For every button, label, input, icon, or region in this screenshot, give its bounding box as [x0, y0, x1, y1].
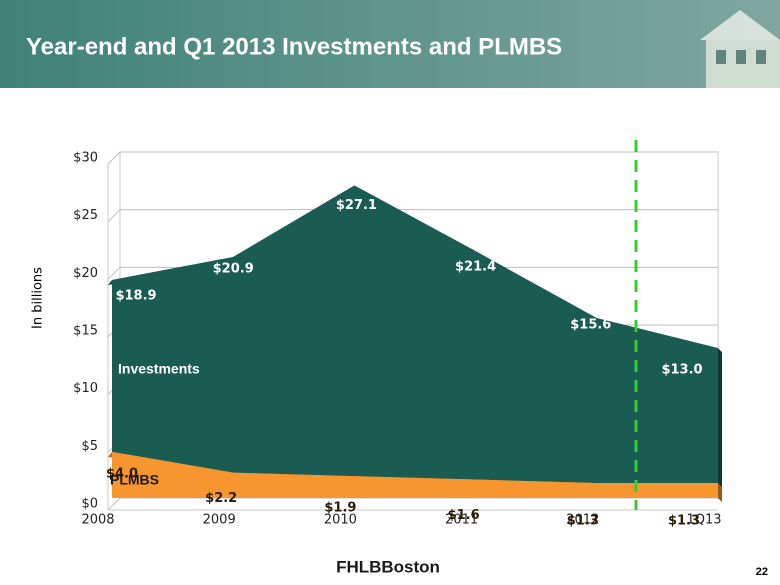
x-tick-label: 2010 — [324, 513, 357, 528]
footer-logo: FHLBBoston — [336, 557, 440, 576]
header-band — [0, 0, 780, 88]
y-tick-label: $0 — [81, 497, 98, 512]
x-tick-label: 2011 — [445, 513, 478, 528]
house-icon — [700, 10, 780, 88]
x-tick-label: 1Q13 — [686, 513, 721, 528]
value-label: $2.2 — [205, 491, 237, 506]
value-label: $1.3 — [668, 514, 700, 529]
value-label: $4.0 — [106, 466, 138, 481]
value-label: $1.6 — [448, 508, 480, 523]
value-label: $1.3 — [567, 514, 599, 529]
slide-title: Year-end and Q1 2013 Investments and PLM… — [26, 33, 562, 60]
value-label: $18.9 — [115, 289, 156, 304]
area — [112, 451, 718, 498]
value-label: $1.9 — [324, 501, 356, 516]
page-number: 22 — [756, 566, 768, 578]
x-tick-label: 2009 — [203, 513, 236, 528]
y-axis-label: In billions — [31, 267, 46, 329]
series-label: Investments — [118, 361, 200, 377]
y-tick-label: $15 — [73, 324, 98, 339]
y-tick-label: $10 — [73, 381, 98, 396]
y-tick-label: $25 — [73, 208, 98, 223]
grid-line — [107, 151, 121, 165]
value-label: $13.0 — [661, 363, 702, 378]
y-tick-label: $20 — [73, 266, 98, 281]
y-tick-label: $30 — [73, 151, 98, 166]
value-label: $27.1 — [336, 198, 377, 213]
y-tick-label: $5 — [81, 439, 98, 454]
area-side — [718, 348, 722, 502]
grid-line — [107, 497, 121, 511]
grid-line — [107, 209, 121, 223]
grid-line — [107, 266, 121, 280]
area-side — [718, 483, 722, 502]
x-tick-label: 2008 — [81, 513, 114, 528]
value-label: $20.9 — [213, 261, 254, 276]
area — [112, 185, 718, 499]
series-label: PLMBS — [110, 472, 159, 488]
value-label: $21.4 — [455, 260, 496, 275]
value-label: $15.6 — [570, 318, 611, 333]
x-tick-label: 2012 — [566, 513, 599, 528]
